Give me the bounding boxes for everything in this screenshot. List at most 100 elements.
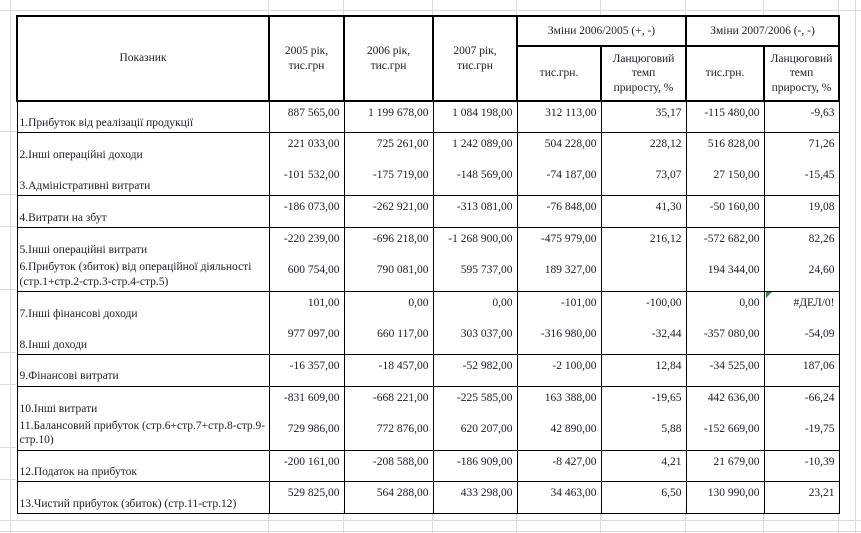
value-cell[interactable]: -186 909,00 — [432, 449, 518, 483]
value-cell[interactable]: 41,30 — [600, 195, 687, 228]
header-change-2007-2006[interactable]: Зміни 2007/2006 (-, -) — [685, 15, 840, 47]
value-cell[interactable]: -115 480,00 — [685, 100, 765, 134]
value-cell[interactable]: 0,00 — [343, 290, 434, 323]
value-cell[interactable]: 600 754,00 — [268, 259, 345, 292]
value-cell[interactable]: -220 239,00 — [268, 227, 345, 260]
indicator-cell[interactable]: 8.Інші доходи — [16, 323, 270, 356]
value-cell[interactable]: 34 463,00 — [516, 481, 602, 514]
value-cell[interactable]: 442 636,00 — [685, 385, 765, 418]
value-cell[interactable]: -668 221,00 — [343, 385, 434, 418]
value-cell[interactable]: 977 097,00 — [268, 323, 345, 356]
value-cell[interactable]: 19,08 — [763, 195, 840, 228]
value-cell[interactable]: 1 199 678,00 — [343, 100, 434, 134]
value-cell[interactable]: 516 828,00 — [685, 132, 765, 165]
value-cell[interactable]: 595 737,00 — [432, 259, 518, 292]
value-cell[interactable]: 660 117,00 — [343, 323, 434, 356]
value-cell[interactable]: -16 357,00 — [268, 354, 345, 387]
value-cell[interactable]: 71,26 — [763, 132, 840, 165]
value-cell[interactable]: 21 679,00 — [685, 449, 765, 483]
indicator-cell[interactable]: 1.Прибуток від реалізації продукції — [16, 100, 270, 134]
value-cell[interactable]: -572 682,00 — [685, 227, 765, 260]
value-cell[interactable]: -186 073,00 — [268, 195, 345, 228]
value-cell[interactable]: 772 876,00 — [343, 417, 434, 451]
indicator-cell[interactable]: 10.Інші витрати — [16, 385, 270, 418]
value-cell[interactable]: -200 161,00 — [268, 449, 345, 483]
indicator-cell[interactable]: 7.Інші фінансові доходи — [16, 290, 270, 323]
value-cell[interactable]: 216,12 — [600, 227, 687, 260]
value-cell[interactable]: -34 525,00 — [685, 354, 765, 387]
value-cell[interactable]: -696 218,00 — [343, 227, 434, 260]
value-cell[interactable]: -831 609,00 — [268, 385, 345, 418]
header-change1-rate[interactable]: Ланцюговий темп приросту, % — [600, 45, 687, 102]
header-year-2005[interactable]: 2005 рік, тис.грн — [268, 15, 345, 102]
header-indicator[interactable]: Показник — [16, 15, 270, 102]
value-cell[interactable]: 101,00 — [268, 290, 345, 323]
value-cell[interactable]: -50 160,00 — [685, 195, 765, 228]
header-year-2006[interactable]: 2006 рік, тис.грн — [343, 15, 434, 102]
indicator-cell[interactable]: 9.Фінансові витрати — [16, 354, 270, 387]
value-cell[interactable]: -208 588,00 — [343, 449, 434, 483]
value-cell[interactable]: 0,00 — [685, 290, 765, 323]
value-cell[interactable]: 82,26 — [763, 227, 840, 260]
value-cell[interactable]: 729 986,00 — [268, 417, 345, 451]
value-cell[interactable]: 163 388,00 — [516, 385, 602, 418]
value-cell[interactable]: -1 268 900,00 — [432, 227, 518, 260]
value-cell[interactable]: 35,17 — [600, 100, 687, 134]
value-cell[interactable]: 73,07 — [600, 164, 687, 197]
value-cell[interactable]: 312 113,00 — [516, 100, 602, 134]
value-cell[interactable] — [600, 259, 687, 292]
value-cell[interactable]: -76 848,00 — [516, 195, 602, 228]
value-cell[interactable]: -100,00 — [600, 290, 687, 323]
indicator-cell[interactable]: 3.Адміністративні витрати — [16, 164, 270, 197]
value-cell[interactable]: -316 980,00 — [516, 323, 602, 356]
value-cell[interactable]: -8 427,00 — [516, 449, 602, 483]
value-cell[interactable]: 194 344,00 — [685, 259, 765, 292]
value-cell[interactable]: -66,24 — [763, 385, 840, 418]
value-cell[interactable]: 228,12 — [600, 132, 687, 165]
value-cell[interactable]: 620 207,00 — [432, 417, 518, 451]
error-cell[interactable]: #ДЕЛ/0! — [763, 290, 840, 323]
value-cell[interactable]: 6,50 — [600, 481, 687, 514]
value-cell[interactable]: -475 979,00 — [516, 227, 602, 260]
header-change2-rate[interactable]: Ланцюговий темп приросту, % — [763, 45, 840, 102]
indicator-cell[interactable]: 12.Податок на прибуток — [16, 449, 270, 483]
value-cell[interactable]: -19,75 — [763, 417, 840, 451]
value-cell[interactable]: -152 669,00 — [685, 417, 765, 451]
value-cell[interactable]: -10,39 — [763, 449, 840, 483]
value-cell[interactable]: -19,65 — [600, 385, 687, 418]
value-cell[interactable]: 725 261,00 — [343, 132, 434, 165]
indicator-cell[interactable]: 11.Балансовий прибуток (стр.6+стр.7+стр.… — [16, 417, 270, 451]
indicator-cell[interactable]: 6.Прибуток (збиток) від операційної діял… — [16, 259, 270, 292]
value-cell[interactable]: -52 982,00 — [432, 354, 518, 387]
value-cell[interactable]: -18 457,00 — [343, 354, 434, 387]
value-cell[interactable]: -54,09 — [763, 323, 840, 356]
value-cell[interactable]: 1 242 089,00 — [432, 132, 518, 165]
indicator-cell[interactable]: 13.Чистий прибуток (збиток) (стр.11-стр.… — [16, 481, 270, 514]
header-change1-abs[interactable]: тис.грн. — [516, 45, 602, 102]
value-cell[interactable]: -74 187,00 — [516, 164, 602, 197]
value-cell[interactable]: -313 081,00 — [432, 195, 518, 228]
value-cell[interactable]: 564 288,00 — [343, 481, 434, 514]
value-cell[interactable]: 1 084 198,00 — [432, 100, 518, 134]
value-cell[interactable]: -175 719,00 — [343, 164, 434, 197]
value-cell[interactable]: 130 990,00 — [685, 481, 765, 514]
value-cell[interactable]: -32,44 — [600, 323, 687, 356]
value-cell[interactable]: 433 298,00 — [432, 481, 518, 514]
value-cell[interactable]: 5,88 — [600, 417, 687, 451]
value-cell[interactable]: 303 037,00 — [432, 323, 518, 356]
value-cell[interactable]: -357 080,00 — [685, 323, 765, 356]
value-cell[interactable]: 27 150,00 — [685, 164, 765, 197]
header-year-2007[interactable]: 2007 рік, тис.грн — [432, 15, 518, 102]
value-cell[interactable]: 24,60 — [763, 259, 840, 292]
value-cell[interactable]: 12,84 — [600, 354, 687, 387]
value-cell[interactable]: 504 228,00 — [516, 132, 602, 165]
value-cell[interactable]: 887 565,00 — [268, 100, 345, 134]
value-cell[interactable]: -225 585,00 — [432, 385, 518, 418]
value-cell[interactable]: -2 100,00 — [516, 354, 602, 387]
value-cell[interactable]: 529 825,00 — [268, 481, 345, 514]
value-cell[interactable]: -101,00 — [516, 290, 602, 323]
header-change2-abs[interactable]: тис.грн. — [685, 45, 765, 102]
header-change-2006-2005[interactable]: Зміни 2006/2005 (+, -) — [516, 15, 687, 47]
value-cell[interactable]: 23,21 — [763, 481, 840, 514]
value-cell[interactable]: 4,21 — [600, 449, 687, 483]
